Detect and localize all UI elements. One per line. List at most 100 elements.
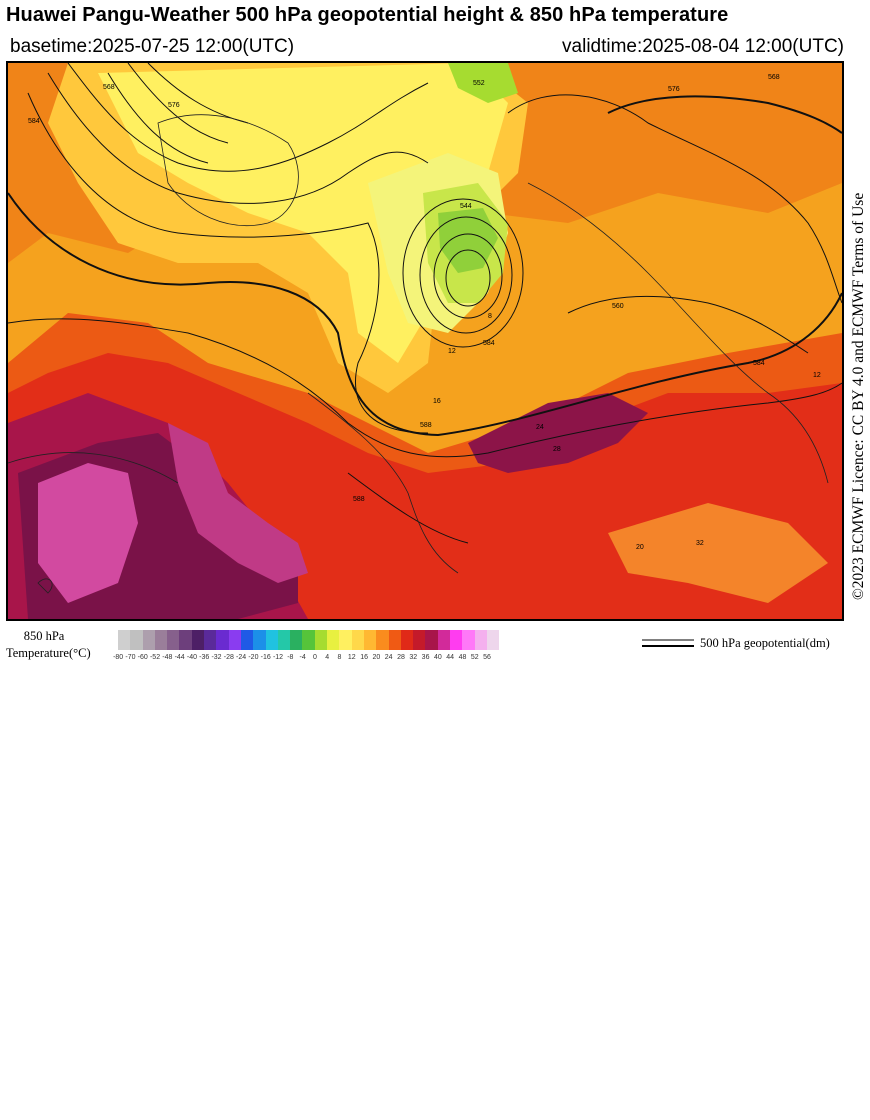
temperature-colorbar: [118, 630, 500, 650]
contour-label: 584: [483, 340, 495, 347]
colorbar-tick-label: 0: [312, 654, 317, 661]
basetime-label: basetime:2025-07-25 12:00(UTC): [10, 36, 295, 57]
temperature-field-sea-orange: [608, 503, 828, 603]
contour-label: 576: [168, 102, 180, 109]
temperature-field-pink: [38, 463, 138, 603]
colorbar-tick-label: -4: [299, 654, 306, 661]
colorbar-tick-label: 24: [384, 654, 393, 661]
temperature-field-tibet: [468, 393, 648, 473]
colorbar-tick-label: -44: [174, 654, 185, 661]
contour-label: 32: [696, 540, 704, 547]
validtime-label: validtime:2025-08-04 12:00(UTC): [562, 36, 844, 57]
contour-label: 584: [28, 118, 40, 125]
contour-label: 576: [668, 86, 680, 93]
contour-legend-lines: [642, 639, 694, 647]
colorbar-swatch: [253, 630, 266, 650]
contour-line: [67, 63, 429, 172]
colorbar-tick-label: 36: [421, 654, 430, 661]
contour-line: [27, 92, 429, 434]
contour-line-thick: [607, 95, 842, 134]
contour-label: 568: [103, 84, 115, 91]
contour-line: [507, 94, 842, 304]
contour-label: 552: [473, 80, 485, 87]
contour-label: 12: [813, 372, 821, 379]
colorbar-swatch: [228, 630, 241, 650]
colorbar-label: 850 hPa Temperature(°C): [6, 628, 91, 662]
colorbar-swatch: [450, 630, 463, 650]
colorbar-swatch: [265, 630, 278, 650]
contour-label: 28: [553, 446, 561, 453]
colorbar-tick-label: -16: [260, 654, 271, 661]
contour-line: [8, 318, 842, 458]
colorbar-tick-label: -60: [137, 654, 148, 661]
weather-map: 568 576 584 552 544 560 568 576 584 588 …: [6, 61, 844, 621]
europe-coast: [307, 392, 459, 574]
colorbar-swatch: [204, 630, 217, 650]
contour-line: [47, 72, 429, 204]
contour-line: [347, 472, 469, 544]
colorbar-tick-label: 16: [360, 654, 368, 661]
lake-outline: [37, 578, 53, 594]
contour-label: 20: [636, 544, 644, 551]
colorbar-swatch: [437, 630, 451, 650]
colorbar-tick-label: 4: [325, 654, 330, 661]
colorbar-swatch: [363, 630, 377, 650]
colorbar-swatch: [118, 630, 131, 650]
colorbar-ticks: -80 -70 -60 -52 -48 -44 -40 -36 -32 -28 -24 -20 -16-…: [112, 654, 493, 666]
colorbar-tick-label: 12: [347, 654, 356, 661]
colorbar-swatch: [486, 630, 500, 650]
contour-ring: [445, 249, 491, 307]
contour-ring: [419, 216, 513, 334]
colorbar-tick-label: -40: [186, 654, 197, 661]
colorbar-label-line2: Temperature(°C): [6, 646, 91, 660]
colorbar-tick-label: 52: [470, 654, 479, 661]
colorbar-tick-label: 8: [337, 654, 342, 661]
colorbar-swatch: [130, 630, 143, 650]
colorbar-tick-label: 56: [483, 654, 491, 661]
colorbar-tick-label: -80: [113, 654, 124, 661]
contour-label: 24: [536, 424, 544, 431]
colorbar-tick-label: -52: [149, 654, 161, 661]
licence-text: ©2023 ECMWF Licence: CC BY 4.0 and ECMWF…: [850, 193, 870, 1120]
contour-line: [107, 72, 209, 164]
colorbar-swatch: [216, 630, 229, 650]
colorbar-swatch: [474, 630, 487, 650]
colorbar-tick-label: -48: [162, 654, 173, 661]
contour-label: 568: [768, 74, 780, 81]
colorbar-swatch: [376, 630, 389, 650]
colorbar-swatch: [351, 630, 364, 650]
contour-label: 588: [353, 496, 365, 503]
contour-label: 588: [420, 422, 432, 429]
contour-line: [127, 63, 229, 144]
contour-label: 560: [612, 303, 624, 310]
colorbar-tick-label: 44: [446, 654, 455, 661]
colorbar-swatch: [413, 630, 426, 650]
colorbar-swatch: [314, 630, 328, 650]
colorbar-tick-label: 48: [458, 654, 467, 661]
coastlines: [8, 114, 829, 594]
colorbar-tick-label: -12: [272, 654, 284, 661]
colorbar-swatch: [400, 630, 414, 650]
temperature-field-magenta: [168, 423, 308, 583]
contour-line-thick: [8, 192, 842, 437]
colorbar-swatch: [167, 630, 180, 650]
contour-label: 584: [753, 360, 765, 367]
contour-label: 16: [433, 398, 441, 405]
colorbar-tick-label: -20: [248, 654, 259, 661]
colorbar-tick-label: 40: [433, 654, 442, 661]
colorbar-swatch: [277, 630, 291, 650]
colorbar-tick-label: -36: [199, 654, 210, 661]
weather-map-canvas: 568 576 584 552 544 560 568 576 584 588 …: [8, 63, 842, 619]
colorbar-tick-label: -8: [287, 654, 294, 661]
contour-label: 544: [460, 203, 472, 210]
contour-line: [567, 295, 809, 354]
colorbar-swatch: [339, 630, 352, 650]
geopotential-contours: [8, 63, 842, 544]
licence-label: ©2023 ECMWF Licence: CC BY 4.0 and ECMWF…: [850, 192, 867, 600]
colorbar-tick-label: -28: [223, 654, 234, 661]
contour-ring: [433, 233, 503, 319]
colorbar-swatch: [425, 630, 438, 650]
africa-coast: [8, 452, 179, 484]
contour-label: 8: [488, 313, 492, 320]
contour-ring: [402, 198, 524, 348]
